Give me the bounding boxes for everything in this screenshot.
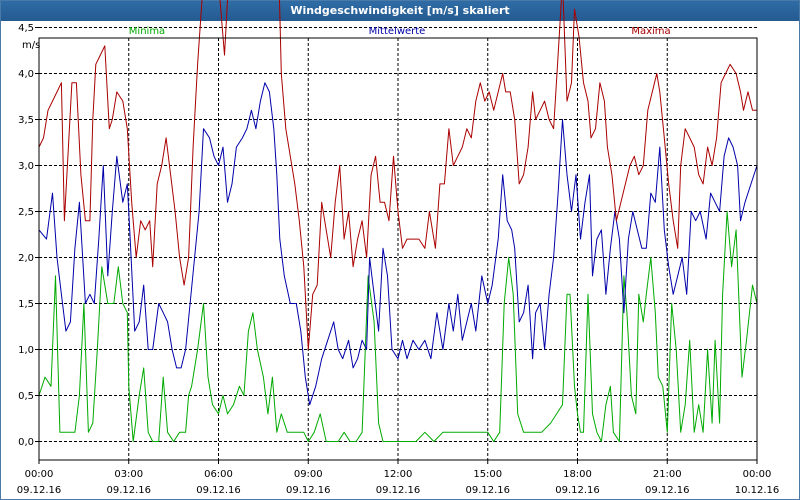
x-tick-date: 09.12.16 bbox=[286, 485, 331, 496]
y-axis-label: m/s bbox=[22, 40, 40, 51]
y-tick-label: 4,0 bbox=[18, 69, 34, 80]
x-tick-time: 03:00 bbox=[114, 469, 143, 480]
x-tick-time: 06:00 bbox=[204, 469, 233, 480]
y-axis-ticks: 0,00,51,01,52,02,53,03,54,04,55,05,56,06… bbox=[18, 23, 39, 448]
series-lines bbox=[38, 0, 758, 442]
y-tick-label: 1,5 bbox=[18, 299, 34, 310]
y-tick-label: 1,0 bbox=[18, 345, 34, 356]
x-tick-date: 09.12.16 bbox=[376, 485, 421, 496]
x-tick-time: 21:00 bbox=[653, 469, 682, 480]
y-tick-label: 4,5 bbox=[18, 23, 34, 34]
legend-item-maxima: Maxima bbox=[631, 26, 670, 37]
x-tick-time: 12:00 bbox=[384, 469, 413, 480]
x-tick-time: 00:00 bbox=[25, 469, 54, 480]
series-line-minima bbox=[38, 211, 758, 442]
y-tick-label: 3,5 bbox=[18, 115, 34, 126]
grid-lines bbox=[39, 27, 757, 460]
x-tick-time: 18:00 bbox=[563, 469, 592, 480]
x-tick-date: 09.12.16 bbox=[17, 485, 62, 496]
x-tick-date: 09.12.16 bbox=[106, 485, 151, 496]
x-tick-date: 09.12.16 bbox=[555, 485, 600, 496]
legend: Minima Mittelwerte Maxima bbox=[129, 26, 671, 37]
series-line-mittelwerte bbox=[38, 82, 758, 406]
y-tick-label: 3,0 bbox=[18, 161, 34, 172]
x-tick-date: 10.12.16 bbox=[735, 485, 780, 496]
x-axis-ticks: 00:00 09.12.16 03:00 09.12.16 06:00 09.12.16 0… bbox=[17, 460, 780, 496]
x-tick-time: 15:00 bbox=[473, 469, 502, 480]
x-tick-date: 09.12.16 bbox=[465, 485, 510, 496]
legend-item-mittelwerte: Mittelwerte bbox=[369, 26, 426, 37]
x-tick-date: 09.12.16 bbox=[196, 485, 241, 496]
x-tick-time: 09:00 bbox=[294, 469, 323, 480]
y-tick-label: 2,5 bbox=[18, 207, 34, 218]
y-tick-label: 0,0 bbox=[18, 437, 34, 448]
x-tick-time: 00:00 bbox=[743, 469, 772, 480]
x-tick-date: 09.12.16 bbox=[645, 485, 690, 496]
y-tick-label: 0,5 bbox=[18, 391, 34, 402]
legend-item-minima: Minima bbox=[129, 26, 165, 37]
series-line-maxima bbox=[38, 0, 757, 350]
y-tick-label: 2,0 bbox=[18, 253, 34, 264]
